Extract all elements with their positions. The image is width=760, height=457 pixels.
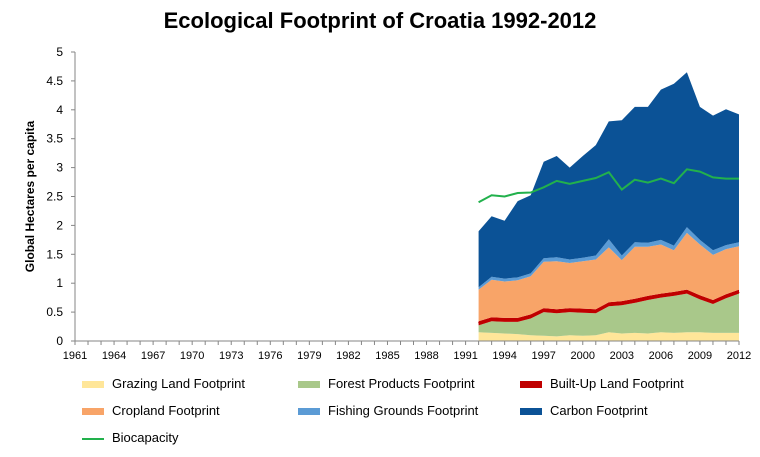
- legend-swatch-fishing: [298, 408, 320, 416]
- area-series-0: [478, 332, 739, 341]
- x-tick-label: 1970: [180, 350, 204, 362]
- y-tick-label: 1: [56, 276, 63, 290]
- y-tick-label: 3.5: [46, 132, 63, 146]
- legend-swatch-carbon: [520, 408, 542, 416]
- legend-item-forest: Forest Products Footprint: [298, 376, 475, 391]
- legend-item-grazing: Grazing Land Footprint: [82, 376, 245, 391]
- x-tick-label: 2009: [688, 350, 712, 362]
- y-tick-label: 4: [56, 103, 63, 117]
- y-tick-label: 1.5: [46, 247, 63, 261]
- legend-label-builtup: Built-Up Land Footprint: [550, 376, 684, 391]
- y-tick-label: 0.5: [46, 305, 63, 319]
- x-tick-label: 1973: [219, 350, 243, 362]
- legend-item-carbon: Carbon Footprint: [520, 403, 648, 418]
- x-tick-label: 2000: [571, 350, 595, 362]
- legend-swatch-biocapacity: [82, 437, 104, 440]
- legend-item-biocapacity: Biocapacity: [82, 430, 178, 445]
- x-tick-label: 1991: [453, 350, 477, 362]
- x-tick-label: 1982: [336, 350, 360, 362]
- x-tick-label: 2006: [649, 350, 673, 362]
- legend-item-fishing: Fishing Grounds Footprint: [298, 403, 478, 418]
- line-series-0: [478, 168, 739, 204]
- y-tick-label: 5: [56, 45, 63, 59]
- y-tick-label: 0: [56, 334, 63, 348]
- x-tick-label: 1967: [141, 350, 165, 362]
- legend-swatch-cropland: [82, 408, 104, 416]
- legend-label-carbon: Carbon Footprint: [550, 403, 648, 418]
- area-series-4: [478, 227, 739, 290]
- area-series-2-edge: [478, 290, 740, 325]
- y-tick-label: 3: [56, 161, 63, 175]
- area-series-5: [478, 72, 739, 288]
- area-series-1: [478, 293, 739, 337]
- x-tick-label: 1988: [414, 350, 438, 362]
- legend-item-cropland: Cropland Footprint: [82, 403, 220, 418]
- y-tick-label: 2.5: [46, 190, 63, 204]
- legend-label-grazing: Grazing Land Footprint: [112, 376, 245, 391]
- x-tick-label: 1961: [63, 350, 87, 362]
- x-tick-label: 2003: [610, 350, 634, 362]
- area-series-3: [478, 232, 739, 322]
- y-axis-label: Global Hectares per capita: [23, 120, 37, 272]
- x-tick-label: 1985: [375, 350, 399, 362]
- x-tick-label: 1997: [531, 350, 555, 362]
- legend-label-cropland: Cropland Footprint: [112, 403, 220, 418]
- legend-label-fishing: Fishing Grounds Footprint: [328, 403, 479, 418]
- x-tick-label: 1979: [297, 350, 321, 362]
- x-tick-label: 1994: [492, 350, 516, 362]
- legend-label-forest: Forest Products Footprint: [328, 376, 475, 391]
- x-tick-label: 1976: [258, 350, 282, 362]
- y-tick-label: 2: [56, 218, 63, 232]
- chart-title: Ecological Footprint of Croatia 1992-201…: [163, 8, 597, 33]
- y-tick-label: 4.5: [46, 74, 63, 88]
- x-tick-label: 2012: [727, 350, 751, 362]
- legend-swatch-grazing: [82, 381, 104, 389]
- area-series-2: [478, 289, 739, 326]
- legend-swatch-forest: [298, 381, 320, 389]
- legend-item-builtup: Built-Up Land Footprint: [520, 376, 684, 391]
- x-tick-label: 1964: [102, 350, 126, 362]
- legend-swatch-builtup: [520, 381, 542, 389]
- legend-label-biocapacity: Biocapacity: [112, 430, 179, 445]
